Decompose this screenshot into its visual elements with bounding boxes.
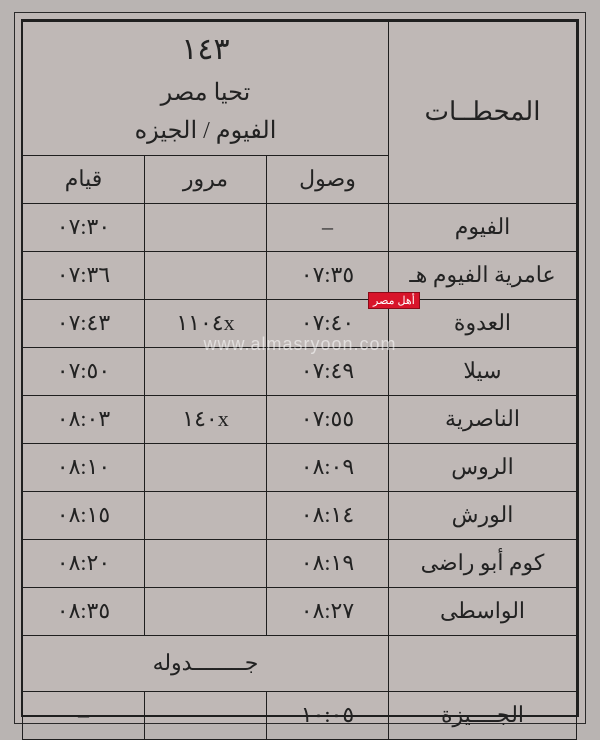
- station-cell: الفيوم: [389, 203, 577, 251]
- arrival-cell: –: [267, 203, 389, 251]
- pass-cell: [145, 539, 267, 587]
- train-number: ١٤٣: [25, 26, 386, 74]
- depart-cell: ٠٨:٣٥: [22, 587, 144, 635]
- table-row: الفيوم – ٠٧:٣٠: [22, 203, 576, 251]
- station-cell: عامرية الفيوم هـ: [389, 251, 577, 299]
- station-cell: الواسطى: [389, 587, 577, 635]
- header-row: المحطــات ١٤٣ تحيا مصر الفيوم / الجيزه: [22, 22, 576, 156]
- arrival-cell: ٠٨:٢٧: [267, 587, 389, 635]
- schedule-blank: [389, 635, 577, 691]
- col-pass: مرور: [145, 155, 267, 203]
- pass-cell: [145, 251, 267, 299]
- depart-cell: ٠٨:٢٠: [22, 539, 144, 587]
- depart-cell: ٠٧:٥٠: [22, 347, 144, 395]
- station-cell: الورش: [389, 491, 577, 539]
- station-cell: الروس: [389, 443, 577, 491]
- pass-cell: [145, 587, 267, 635]
- table-row: عامرية الفيوم هـ ٠٧:٣٥ ٠٧:٣٦: [22, 251, 576, 299]
- pass-cell: ١١٠٤x: [145, 299, 267, 347]
- pass-cell: [145, 691, 267, 739]
- arrival-cell: ٠٨:١٤: [267, 491, 389, 539]
- arrival-cell: ٠٧:٤٠: [267, 299, 389, 347]
- depart-cell: ٠٧:٣٦: [22, 251, 144, 299]
- table-row: الروس ٠٨:٠٩ ٠٨:١٠: [22, 443, 576, 491]
- arrival-cell: ٠٨:١٩: [267, 539, 389, 587]
- table-row: الناصرية ٠٧:٥٥ ١٤٠x ٠٨:٠٣: [22, 395, 576, 443]
- table-row: الورش ٠٨:١٤ ٠٨:١٥: [22, 491, 576, 539]
- arrival-cell: ١٠:٠٥: [267, 691, 389, 739]
- pass-cell: [145, 443, 267, 491]
- depart-cell: –: [22, 691, 144, 739]
- final-row: الجــــيزة ١٠:٠٥ –: [22, 691, 576, 739]
- pass-cell: [145, 491, 267, 539]
- route: الفيوم / الجيزه: [25, 112, 386, 150]
- pass-cell: ١٤٠x: [145, 395, 267, 443]
- station-cell: العدوة: [389, 299, 577, 347]
- timetable: المحطــات ١٤٣ تحيا مصر الفيوم / الجيزه و…: [22, 21, 577, 740]
- schedule-row: جــــــــدوله: [22, 635, 576, 691]
- table-row: العدوة ٠٧:٤٠ ١١٠٤x ٠٧:٤٣: [22, 299, 576, 347]
- train-header: ١٤٣ تحيا مصر الفيوم / الجيزه: [22, 22, 388, 156]
- depart-cell: ٠٨:١٥: [22, 491, 144, 539]
- station-cell: الجــــيزة: [389, 691, 577, 739]
- arrival-cell: ٠٧:٥٥: [267, 395, 389, 443]
- slogan: تحيا مصر: [25, 74, 386, 112]
- pass-cell: [145, 347, 267, 395]
- station-cell: الناصرية: [389, 395, 577, 443]
- depart-cell: ٠٧:٣٠: [22, 203, 144, 251]
- table-frame: المحطــات ١٤٣ تحيا مصر الفيوم / الجيزه و…: [21, 19, 579, 717]
- pass-cell: [145, 203, 267, 251]
- depart-cell: ٠٨:١٠: [22, 443, 144, 491]
- arrival-cell: ٠٧:٣٥: [267, 251, 389, 299]
- col-arrival: وصول: [267, 155, 389, 203]
- arrival-cell: ٠٨:٠٩: [267, 443, 389, 491]
- stations-header: المحطــات: [389, 22, 577, 204]
- table-row: سيلا ٠٧:٤٩ ٠٧:٥٠: [22, 347, 576, 395]
- col-depart: قيام: [22, 155, 144, 203]
- arrival-cell: ٠٧:٤٩: [267, 347, 389, 395]
- station-cell: سيلا: [389, 347, 577, 395]
- schedule-label: جــــــــدوله: [22, 635, 388, 691]
- table-row: الواسطى ٠٨:٢٧ ٠٨:٣٥: [22, 587, 576, 635]
- table-row: كوم أبو راضى ٠٨:١٩ ٠٨:٢٠: [22, 539, 576, 587]
- depart-cell: ٠٧:٤٣: [22, 299, 144, 347]
- depart-cell: ٠٨:٠٣: [22, 395, 144, 443]
- station-cell: كوم أبو راضى: [389, 539, 577, 587]
- timetable-sheet: المحطــات ١٤٣ تحيا مصر الفيوم / الجيزه و…: [14, 12, 586, 724]
